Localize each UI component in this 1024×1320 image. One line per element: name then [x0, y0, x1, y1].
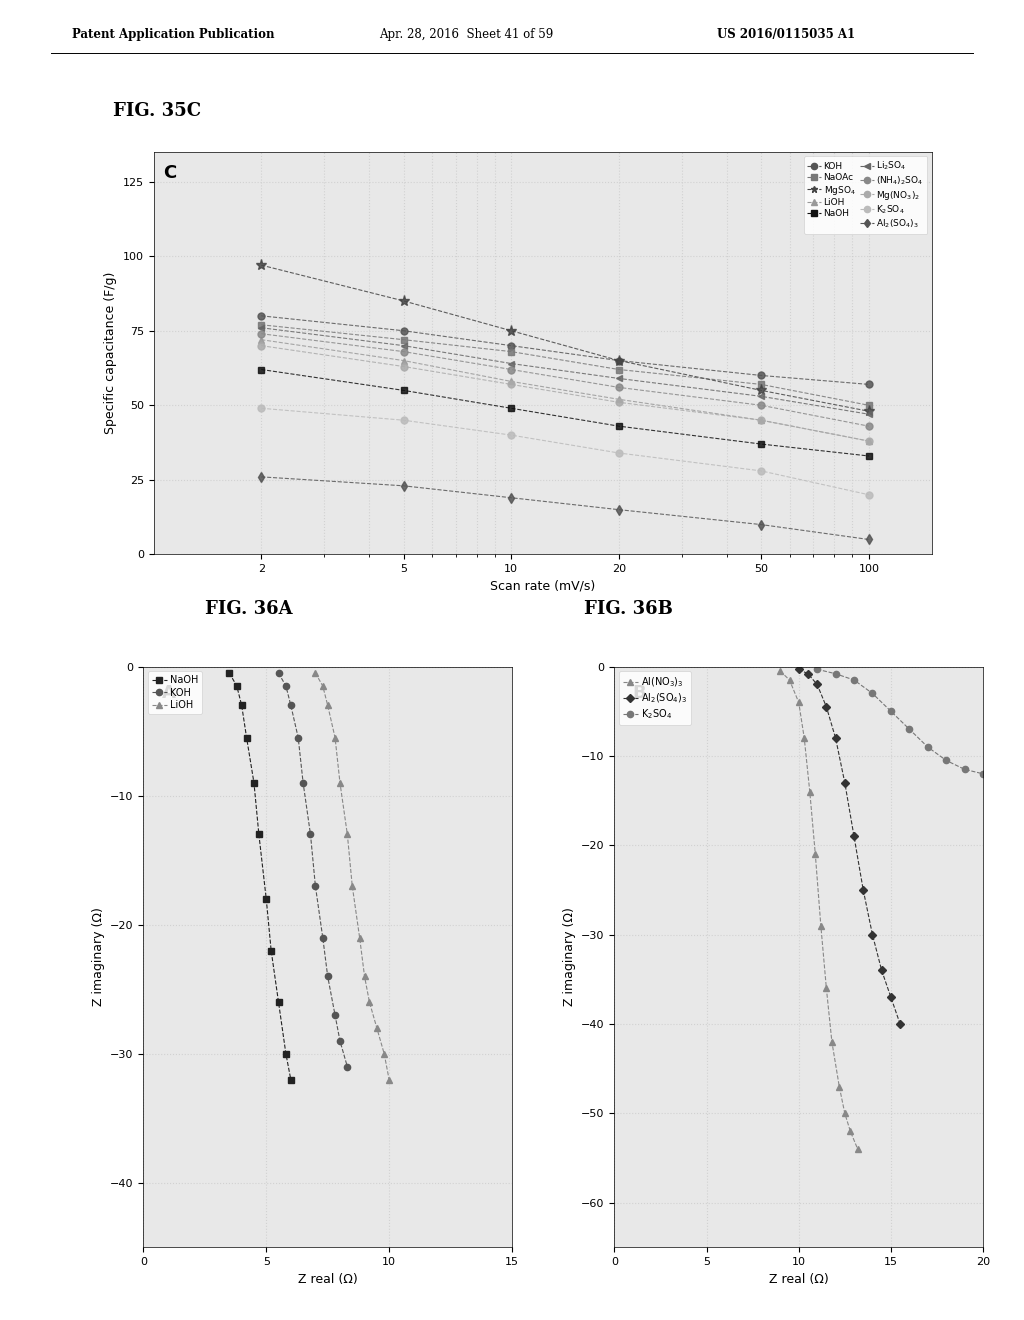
Al(NO$_3$)$_3$: [815, 917, 827, 933]
Al(NO$_3$)$_3$: [820, 981, 833, 997]
Al$_2$(SO$_4$)$_3$: [829, 730, 842, 746]
Al(NO$_3$)$_3$: [783, 672, 796, 688]
NaOH: [223, 665, 236, 681]
Text: A: A: [162, 684, 176, 702]
Y-axis label: Specific capacitance (F/g): Specific capacitance (F/g): [104, 272, 117, 434]
Text: FIG. 36A: FIG. 36A: [205, 599, 293, 618]
LiOH: [383, 1072, 395, 1088]
X-axis label: Scan rate (mV/s): Scan rate (mV/s): [490, 579, 595, 593]
KOH: [280, 678, 292, 694]
Text: C: C: [163, 164, 176, 182]
Al(NO$_3$)$_3$: [774, 663, 786, 678]
NaOH: [248, 775, 260, 791]
LiOH: [364, 994, 376, 1010]
Al(NO$_3$)$_3$: [798, 730, 810, 746]
LiOH: [353, 929, 366, 945]
Al$_2$(SO$_4$)$_3$: [876, 962, 888, 978]
LiOH: [341, 826, 353, 842]
Text: Patent Application Publication: Patent Application Publication: [72, 28, 274, 41]
Al(NO$_3$)$_3$: [804, 784, 816, 800]
Al$_2$(SO$_4$)$_3$: [857, 882, 869, 898]
NaOH: [260, 891, 272, 907]
NaOH: [265, 942, 278, 958]
Text: FIG. 35C: FIG. 35C: [113, 102, 201, 120]
Legend: Al(NO$_3$)$_3$, Al$_2$(SO$_4$)$_3$, K$_2$SO$_4$: Al(NO$_3$)$_3$, Al$_2$(SO$_4$)$_3$, K$_2…: [620, 672, 691, 725]
KOH: [329, 1007, 341, 1023]
K$_2$SO$_4$: [848, 672, 860, 688]
NaOH: [253, 826, 265, 842]
Al$_2$(SO$_4$)$_3$: [894, 1016, 906, 1032]
NaOH: [230, 678, 243, 694]
Line: Al$_2$(SO$_4$)$_3$: Al$_2$(SO$_4$)$_3$: [796, 667, 903, 1027]
Y-axis label: Z imaginary (Ω): Z imaginary (Ω): [562, 908, 575, 1006]
Line: K$_2$SO$_4$: K$_2$SO$_4$: [814, 667, 986, 777]
Al$_2$(SO$_4$)$_3$: [839, 775, 851, 791]
LiOH: [329, 730, 341, 746]
NaOH: [236, 697, 248, 713]
Al(NO$_3$)$_3$: [793, 694, 805, 710]
K$_2$SO$_4$: [866, 685, 879, 701]
Al(NO$_3$)$_3$: [844, 1123, 856, 1139]
K$_2$SO$_4$: [885, 704, 897, 719]
Al$_2$(SO$_4$)$_3$: [866, 927, 879, 942]
KOH: [272, 665, 285, 681]
Text: Apr. 28, 2016  Sheet 41 of 59: Apr. 28, 2016 Sheet 41 of 59: [379, 28, 553, 41]
Text: B: B: [633, 684, 646, 702]
Line: LiOH: LiOH: [312, 671, 392, 1082]
K$_2$SO$_4$: [811, 661, 823, 677]
LiOH: [322, 697, 334, 713]
Al$_2$(SO$_4$)$_3$: [885, 989, 897, 1005]
KOH: [334, 1034, 346, 1049]
Text: US 2016/0115035 A1: US 2016/0115035 A1: [717, 28, 855, 41]
KOH: [322, 969, 334, 985]
LiOH: [358, 969, 371, 985]
KOH: [341, 1059, 353, 1074]
LiOH: [316, 678, 329, 694]
X-axis label: Z real (Ω): Z real (Ω): [298, 1272, 357, 1286]
Al(NO$_3$)$_3$: [825, 1034, 838, 1049]
NaOH: [285, 1072, 297, 1088]
LiOH: [346, 878, 358, 894]
K$_2$SO$_4$: [903, 721, 915, 737]
LiOH: [334, 775, 346, 791]
K$_2$SO$_4$: [940, 752, 952, 768]
Al$_2$(SO$_4$)$_3$: [811, 677, 823, 693]
Al(NO$_3$)$_3$: [809, 846, 821, 862]
Al$_2$(SO$_4$)$_3$: [793, 661, 805, 677]
KOH: [297, 775, 309, 791]
X-axis label: Z real (Ω): Z real (Ω): [769, 1272, 828, 1286]
LiOH: [371, 1020, 383, 1036]
Line: KOH: KOH: [275, 671, 350, 1069]
Legend: NaOH, KOH, LiOH: NaOH, KOH, LiOH: [148, 672, 202, 714]
LiOH: [309, 665, 322, 681]
KOH: [304, 826, 316, 842]
KOH: [309, 878, 322, 894]
Al$_2$(SO$_4$)$_3$: [802, 665, 814, 681]
Line: NaOH: NaOH: [226, 671, 294, 1082]
Al(NO$_3$)$_3$: [839, 1105, 851, 1121]
LiOH: [378, 1045, 390, 1061]
Text: FIG. 36B: FIG. 36B: [584, 599, 673, 618]
KOH: [292, 730, 304, 746]
Line: Al(NO$_3$)$_3$: Al(NO$_3$)$_3$: [777, 668, 861, 1152]
K$_2$SO$_4$: [829, 665, 842, 681]
Y-axis label: Z imaginary (Ω): Z imaginary (Ω): [91, 908, 104, 1006]
Al$_2$(SO$_4$)$_3$: [820, 698, 833, 714]
NaOH: [272, 994, 285, 1010]
NaOH: [280, 1045, 292, 1061]
K$_2$SO$_4$: [977, 766, 989, 781]
Legend: KOH, NaOAc, MgSO$_4$, LiOH, NaOH, Li$_2$SO$_4$, (NH$_4$)$_2$SO$_4$, Mg(NO$_3$)$_: KOH, NaOAc, MgSO$_4$, LiOH, NaOH, Li$_2$…: [804, 156, 928, 234]
KOH: [285, 697, 297, 713]
K$_2$SO$_4$: [958, 762, 971, 777]
NaOH: [241, 730, 253, 746]
Al(NO$_3$)$_3$: [852, 1142, 864, 1158]
Al(NO$_3$)$_3$: [834, 1078, 846, 1094]
K$_2$SO$_4$: [922, 739, 934, 755]
Al$_2$(SO$_4$)$_3$: [848, 829, 860, 845]
KOH: [316, 929, 329, 945]
